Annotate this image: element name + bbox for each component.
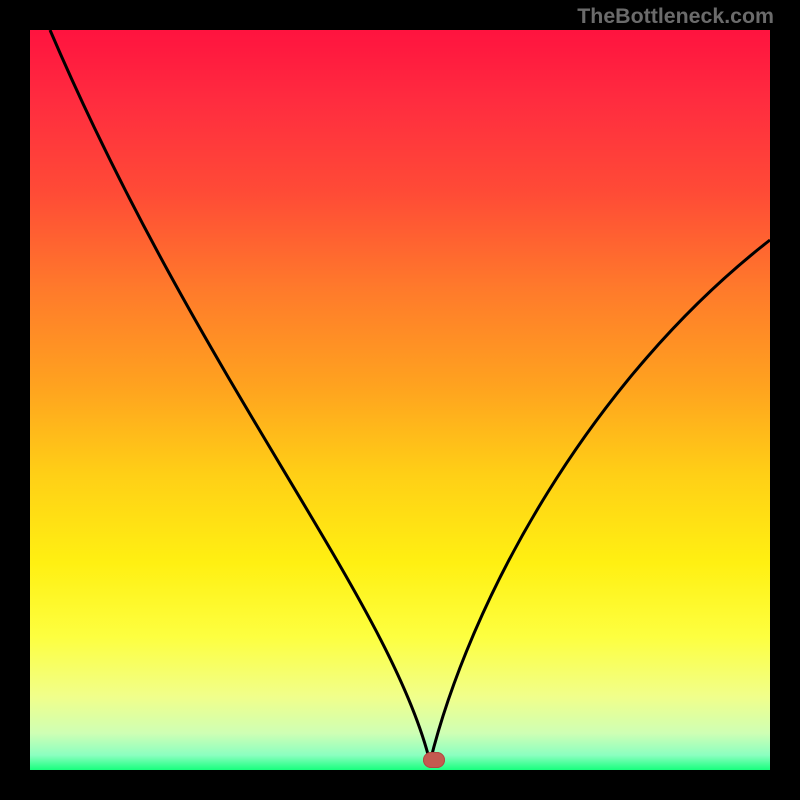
- curve-path: [50, 30, 770, 762]
- bottleneck-curve: [0, 0, 800, 800]
- watermark-text: TheBottleneck.com: [577, 4, 774, 29]
- chart-stage: TheBottleneck.com: [0, 0, 800, 800]
- cusp-marker: [423, 752, 445, 768]
